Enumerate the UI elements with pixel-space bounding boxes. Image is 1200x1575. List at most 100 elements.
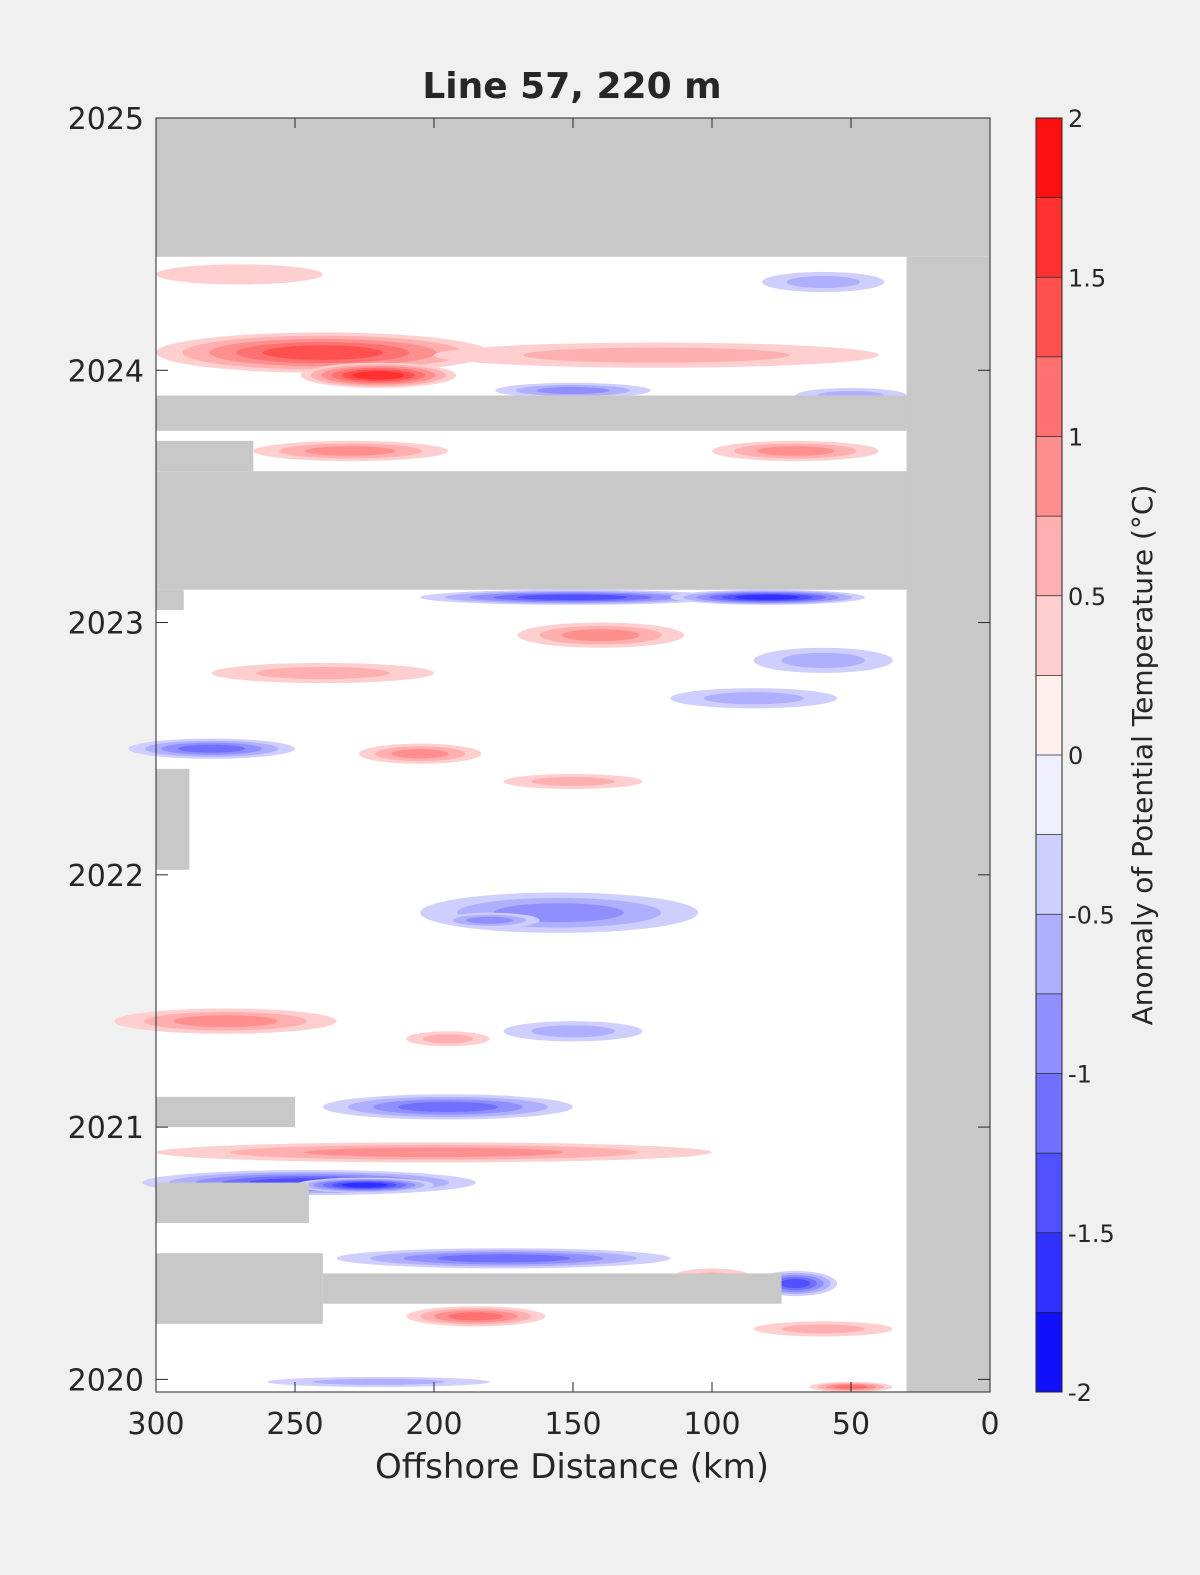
x-tick-label: 100 (683, 1407, 740, 1442)
anomaly-contour (256, 666, 390, 680)
nodata-region (156, 589, 184, 610)
anomaly-contour (311, 1378, 446, 1385)
anomaly-feature (336, 1248, 671, 1269)
x-tick-label: 0 (980, 1407, 999, 1442)
anomaly-feature (434, 342, 879, 368)
anomaly-feature (439, 912, 540, 928)
anomaly-feature (300, 362, 457, 388)
anomaly-contour (262, 345, 383, 360)
anomaly-feature (420, 589, 726, 605)
x-tick-label: 300 (127, 1407, 184, 1442)
anomaly-contour (756, 446, 835, 456)
nodata-region (156, 118, 990, 257)
colorbar: -2 -1.5 -1 -0.5 0 0.5 1 1.5 2 (1035, 105, 1115, 1407)
x-tick-label: 150 (544, 1407, 601, 1442)
anomaly-contour (735, 594, 801, 600)
colorbar-tick-label: 1.5 (1068, 264, 1106, 292)
colorbar-swatch (1036, 118, 1062, 198)
y-axis: 2020 2021 2022 2023 2024 2025 (68, 102, 990, 1398)
colorbar-label: Anomaly of Potential Temperature (°C) (1126, 485, 1159, 1026)
anomaly-contour (304, 1147, 564, 1158)
colorbar-swatch (1036, 914, 1062, 994)
colorbar-tick-label: 2 (1068, 105, 1083, 133)
colorbar-swatch (1036, 277, 1062, 357)
nodata-region (156, 440, 254, 472)
x-tick-label: 200 (405, 1407, 462, 1442)
anomaly-feature (295, 1177, 434, 1193)
anomaly-feature (762, 271, 885, 293)
colorbar-swatches (1036, 118, 1062, 1392)
anomaly-feature (406, 1031, 490, 1047)
anomaly-feature (517, 622, 685, 648)
colorbar-swatch (1036, 834, 1062, 915)
anomaly-contour (397, 1101, 498, 1112)
anomaly-feature (267, 1376, 490, 1387)
anomaly-contour (173, 1015, 278, 1028)
colorbar-tick-label: 1 (1068, 424, 1083, 452)
colorbar-swatch (1036, 1232, 1062, 1313)
anomaly-feature (114, 1008, 337, 1034)
colorbar-swatch (1036, 516, 1062, 596)
colorbar-tick-label: -2 (1068, 1379, 1092, 1407)
anomaly-feature (503, 773, 643, 790)
anomaly-contour (352, 371, 405, 380)
anomaly-contour (447, 1312, 504, 1321)
colorbar-swatch (1036, 436, 1062, 517)
x-tick-label: 50 (832, 1407, 870, 1442)
colorbar-swatch (1036, 755, 1062, 835)
colorbar-swatch (1036, 993, 1062, 1074)
anomaly-contour (341, 1182, 388, 1188)
anomaly-contour (561, 629, 640, 642)
anomaly-contour (422, 1034, 473, 1044)
colorbar-tick-label: 0.5 (1068, 583, 1106, 611)
anomaly-feature (670, 589, 865, 605)
x-axis: 300 250 200 150 100 50 0 (127, 118, 1000, 1442)
anomaly-contour (781, 652, 865, 668)
chart-title: Line 57, 220 m (422, 66, 721, 107)
colorbar-tick-label: -0.5 (1068, 901, 1115, 929)
y-tick-label: 2024 (68, 354, 144, 389)
anomaly-contour (781, 1324, 865, 1334)
colorbar-tick-label: 0 (1068, 742, 1083, 770)
anomaly-contour (436, 1254, 571, 1263)
nodata-region (906, 256, 990, 1393)
x-tick-label: 250 (266, 1407, 323, 1442)
anomaly-feature (670, 688, 838, 709)
anomaly-contour (531, 1025, 615, 1038)
anomaly-contour (305, 446, 397, 456)
nodata-region (156, 1253, 323, 1324)
nodata-region (156, 395, 907, 431)
anomaly-feature (211, 662, 434, 684)
colorbar-swatch (1036, 675, 1062, 755)
anomaly-contour (391, 749, 449, 759)
y-tick-label: 2021 (68, 1111, 144, 1146)
anomaly-feature (495, 382, 651, 399)
colorbar-swatch (1036, 595, 1062, 676)
anomaly-feature (420, 892, 699, 933)
nodata-region (156, 768, 190, 870)
anomaly-feature (406, 1306, 546, 1327)
x-axis-label: Offshore Distance (km) (375, 1447, 769, 1487)
anomaly-feature (156, 264, 323, 285)
anomaly-contour (522, 347, 790, 363)
anomaly-contour (466, 916, 513, 924)
anomaly-contour (536, 386, 610, 394)
nodata-region (156, 471, 907, 590)
anomaly-feature (156, 1142, 712, 1163)
anomaly-feature (253, 440, 448, 462)
y-tick-label: 2023 (68, 607, 144, 642)
anomaly-contour (156, 264, 323, 285)
anomaly-feature (809, 1381, 893, 1392)
anomaly-contour (703, 692, 804, 705)
colorbar-swatch (1036, 1153, 1062, 1233)
anomaly-contour (178, 744, 245, 753)
anomaly-contour (517, 594, 629, 601)
anomaly-contour (786, 275, 860, 289)
anomaly-feature (503, 1021, 643, 1042)
colorbar-tick-label: -1 (1068, 1061, 1092, 1089)
anomaly-feature (155, 332, 490, 373)
colorbar-swatch (1036, 197, 1062, 278)
colorbar-swatch (1036, 1312, 1062, 1392)
anomaly-feature (753, 1321, 893, 1337)
